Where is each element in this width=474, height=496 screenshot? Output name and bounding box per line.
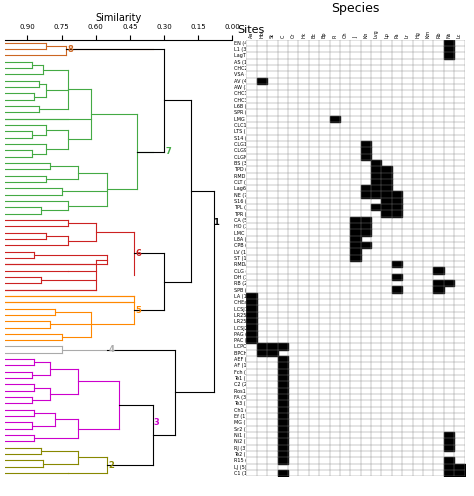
Text: 2: 2 bbox=[108, 461, 114, 470]
Text: Sites: Sites bbox=[237, 25, 264, 35]
Text: 6: 6 bbox=[136, 248, 141, 258]
Text: 1: 1 bbox=[213, 218, 219, 227]
Text: 8: 8 bbox=[67, 45, 73, 54]
Text: 7: 7 bbox=[165, 147, 171, 156]
X-axis label: Similarity: Similarity bbox=[95, 13, 142, 23]
Text: 3: 3 bbox=[154, 418, 159, 427]
Text: 5: 5 bbox=[136, 306, 141, 314]
Text: 4: 4 bbox=[108, 345, 114, 354]
Title: Species: Species bbox=[331, 2, 380, 15]
